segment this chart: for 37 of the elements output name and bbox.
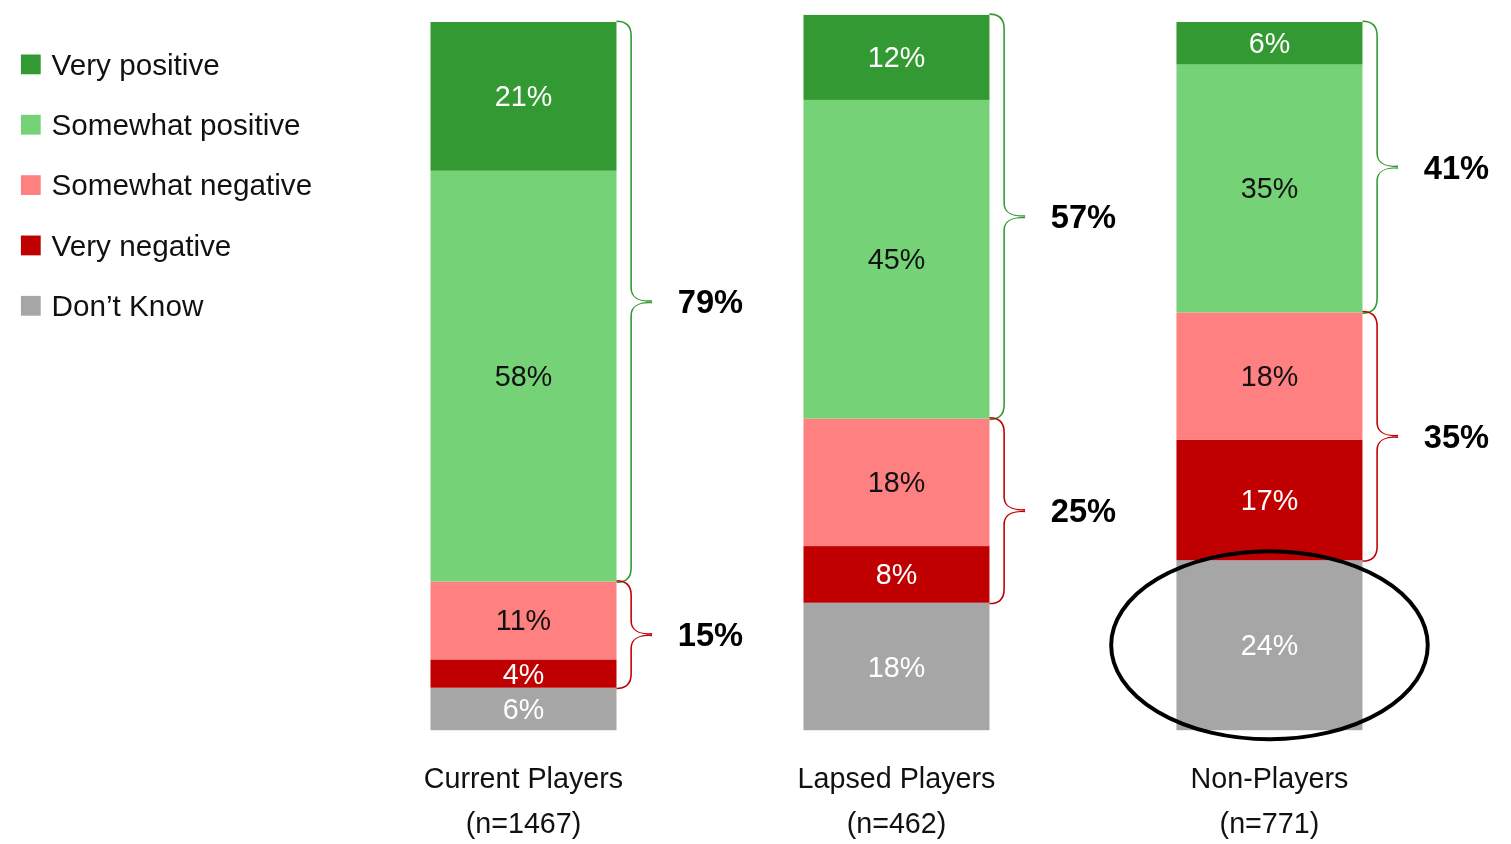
- data-label: 45%: [867, 243, 926, 276]
- data-label: 11%: [495, 604, 552, 637]
- legend-label: Don’t Know: [51, 289, 204, 323]
- legend-label: Very positive: [51, 47, 220, 81]
- data-label: 4%: [502, 657, 545, 690]
- annotation: 79%: [677, 283, 744, 321]
- annotation: 41%: [1423, 148, 1490, 186]
- annotation: 35%: [1423, 417, 1490, 455]
- bar: [803, 602, 990, 731]
- data-label: 35%: [1240, 172, 1299, 205]
- annotation: 15%: [677, 616, 744, 654]
- x-tick-label: Non-Players (n=771): [1190, 761, 1349, 840]
- legend-label: Somewhat positive: [51, 108, 301, 142]
- x-tick-label: Current Players (n=1467): [423, 761, 624, 840]
- data-label: 8%: [875, 558, 918, 591]
- data-label: 21%: [494, 80, 553, 113]
- bar: [803, 546, 990, 603]
- bar: [1176, 22, 1363, 65]
- bar: [803, 14, 990, 100]
- data-label: 18%: [1240, 360, 1299, 393]
- data-label: 6%: [1248, 27, 1291, 60]
- annotation: 57%: [1050, 198, 1117, 236]
- data-label: 18%: [867, 466, 926, 499]
- data-label: 12%: [867, 41, 926, 74]
- legend-label: Somewhat negative: [51, 168, 313, 202]
- data-label: 17%: [1240, 484, 1299, 517]
- annotation: 25%: [1050, 492, 1117, 530]
- x-tick-label: Lapsed Players (n=462): [797, 761, 996, 840]
- bar: [430, 659, 617, 688]
- data-label: 6%: [502, 693, 545, 726]
- data-label: 24%: [1240, 629, 1299, 662]
- legend-label: Very negative: [51, 228, 232, 262]
- data-label: 18%: [867, 650, 926, 683]
- bar: [430, 687, 617, 731]
- bar: [430, 22, 617, 171]
- data-label: 58%: [494, 360, 553, 393]
- bar: [1176, 560, 1363, 731]
